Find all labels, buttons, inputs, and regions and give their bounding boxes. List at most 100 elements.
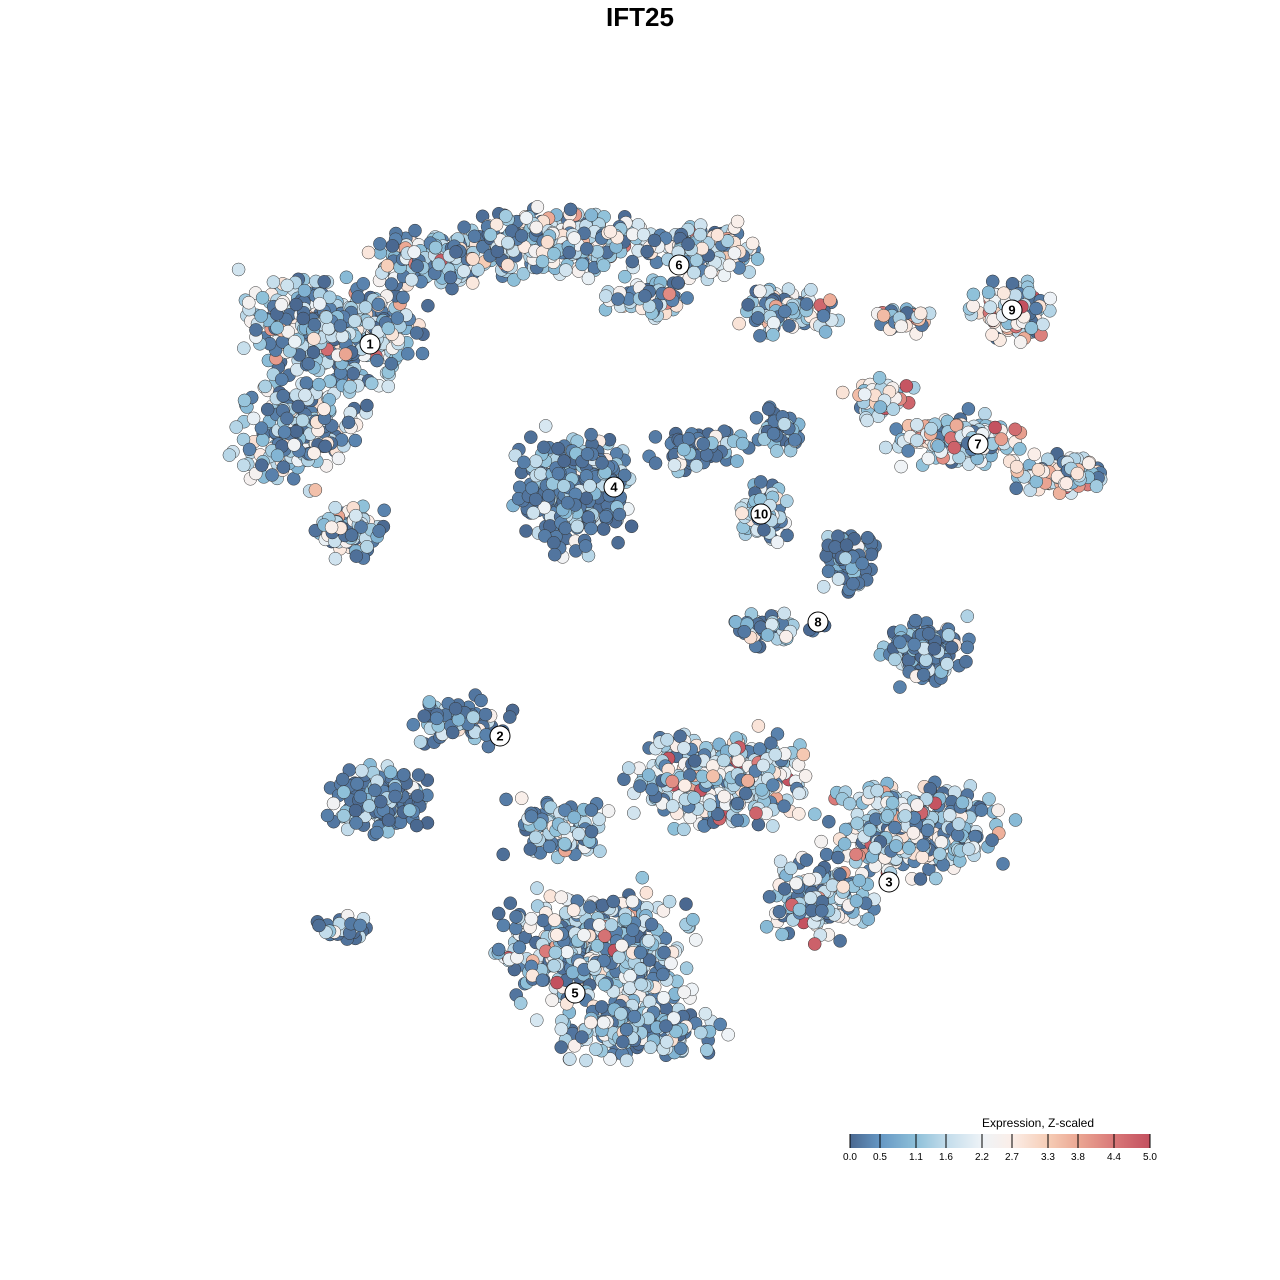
cell-point [803, 891, 818, 905]
cell-point [888, 820, 902, 835]
cell-point [849, 894, 864, 908]
cell-point [1029, 301, 1043, 316]
cell-point [554, 890, 569, 904]
cell-point [1009, 459, 1024, 474]
cell-point [656, 967, 670, 982]
cell-point [735, 436, 750, 451]
points-layer [222, 200, 1108, 1068]
cell-point [916, 668, 931, 682]
cell-point [301, 356, 316, 371]
cell-point [596, 1015, 611, 1030]
cell-point [328, 551, 343, 566]
cell-point [348, 314, 362, 328]
cell-point [411, 768, 426, 782]
cell-point [752, 742, 767, 756]
cell-point [706, 769, 720, 783]
cell-point [529, 220, 544, 235]
cell-point [312, 377, 326, 392]
cell-point [328, 500, 342, 515]
cell-point [254, 458, 269, 472]
cell-point [1059, 476, 1074, 490]
cell-point [567, 231, 581, 245]
cell-point [916, 838, 930, 853]
cell-point [353, 918, 367, 933]
cell-point [855, 556, 869, 571]
cell-point [276, 389, 290, 403]
cell-point [688, 754, 702, 768]
cell-point [562, 245, 576, 260]
cell-point [920, 823, 935, 838]
cell-point [413, 735, 428, 749]
cell-point [1022, 286, 1036, 300]
cluster-label: 1 [366, 337, 373, 352]
cell-point [722, 258, 737, 273]
cell-point [428, 240, 443, 255]
cell-point [941, 628, 956, 642]
legend-tick-label: 5.0 [1143, 1152, 1157, 1163]
cell-point [677, 442, 691, 457]
cell-point [782, 319, 796, 333]
cell-point [601, 804, 616, 818]
cell-point [766, 426, 781, 441]
cell-point [677, 822, 691, 837]
cell-point [265, 468, 279, 482]
cell-point [885, 796, 900, 810]
cell-point [445, 281, 459, 296]
cell-point [621, 761, 636, 775]
cell-point [762, 890, 777, 904]
cell-point [593, 844, 607, 858]
cell-point [960, 640, 975, 655]
cell-point [514, 791, 529, 805]
cell-point [924, 421, 938, 436]
cell-point [563, 1052, 577, 1066]
cluster-label: 8 [814, 615, 821, 630]
cell-point [384, 277, 399, 291]
cell-point [638, 289, 652, 303]
cell-point [501, 235, 515, 250]
cell-point [372, 524, 386, 538]
cell-point [754, 475, 768, 489]
cell-point [570, 519, 585, 534]
cell-point [633, 779, 647, 793]
cell-point [322, 290, 337, 305]
cell-point [849, 847, 863, 862]
color-legend: Expression, Z-scaled 0.0 0.5 1.1 1.6 2.2 2.7 3… [843, 1116, 1157, 1163]
cell-point [296, 311, 310, 326]
cell-point [802, 872, 816, 887]
cell-point [822, 814, 836, 829]
cluster-label: 9 [1008, 303, 1015, 318]
cell-point [535, 973, 550, 987]
cell-point [693, 227, 707, 242]
cell-point [751, 719, 766, 733]
cell-point [276, 460, 291, 474]
cell-point [751, 817, 766, 832]
cell-point [242, 295, 256, 310]
cell-point [784, 861, 798, 876]
cell-point [483, 228, 498, 242]
cell-point [396, 768, 411, 782]
cell-point [341, 415, 356, 430]
cell-point [547, 247, 561, 261]
cell-point [558, 521, 573, 535]
cell-point [431, 257, 446, 272]
cell-point [324, 520, 339, 535]
cell-point [673, 729, 687, 744]
cell-point [770, 444, 784, 458]
cell-point [349, 549, 364, 563]
cell-point [893, 635, 907, 650]
cell-point [584, 521, 598, 536]
cell-point [780, 494, 794, 508]
cell-point [985, 328, 999, 342]
cell-point [689, 459, 704, 473]
cell-point [491, 906, 506, 921]
cell-point [1008, 813, 1023, 827]
cell-point [767, 316, 781, 330]
cell-point [612, 507, 627, 522]
cell-point [818, 325, 833, 339]
cell-point [561, 496, 575, 510]
cell-point [249, 323, 263, 337]
cell-point [350, 777, 364, 791]
cell-point [560, 945, 574, 959]
cell-point [846, 576, 860, 591]
cell-point [550, 928, 564, 942]
